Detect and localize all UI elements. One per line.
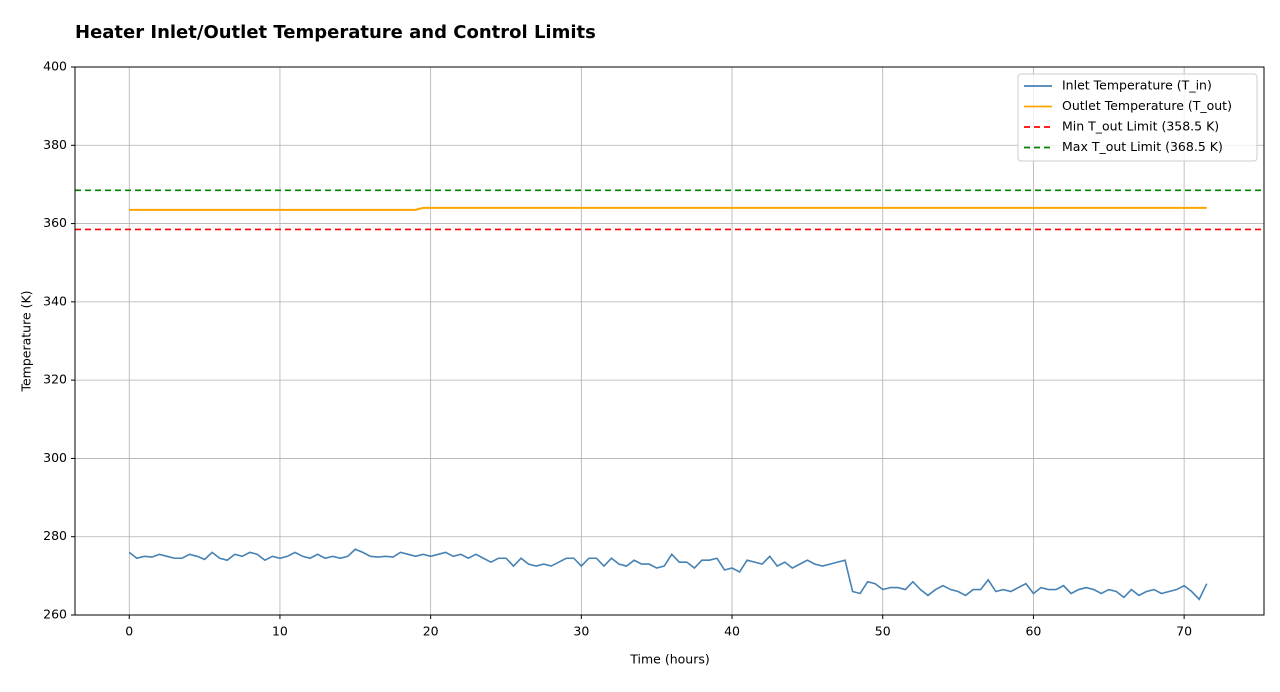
x-tick-label: 30 <box>573 624 589 639</box>
x-tick-label: 50 <box>875 624 891 639</box>
y-axis-label: Temperature (K) <box>19 290 34 392</box>
x-tick-label: 40 <box>724 624 740 639</box>
series-line <box>128 548 1208 601</box>
x-axis-label: Time (hours) <box>629 652 709 667</box>
x-tick-label: 70 <box>1176 624 1192 639</box>
x-tick-label: 10 <box>272 624 288 639</box>
y-tick-label: 360 <box>43 215 67 230</box>
y-tick-label: 280 <box>43 528 67 543</box>
x-tick-label: 0 <box>125 624 133 639</box>
y-tick-label: 300 <box>43 450 67 465</box>
legend-label: Max T_out Limit (368.5 K) <box>1062 139 1223 154</box>
x-tick-label: 20 <box>423 624 439 639</box>
legend-label: Min T_out Limit (358.5 K) <box>1062 119 1219 134</box>
series-line <box>129 206 1207 211</box>
chart-title: Heater Inlet/Outlet Temperature and Cont… <box>75 22 596 43</box>
x-tick-label: 60 <box>1025 624 1041 639</box>
legend-label: Outlet Temperature (T_out) <box>1062 98 1232 113</box>
y-tick-label: 340 <box>43 293 67 308</box>
y-tick-label: 320 <box>43 372 67 387</box>
y-tick-label: 260 <box>43 607 67 622</box>
y-tick-label: 400 <box>43 59 67 74</box>
plot-frame <box>74 66 1265 616</box>
legend-label: Inlet Temperature (T_in) <box>1062 78 1212 93</box>
y-tick-label: 380 <box>43 137 67 152</box>
legend-box <box>1017 73 1258 162</box>
